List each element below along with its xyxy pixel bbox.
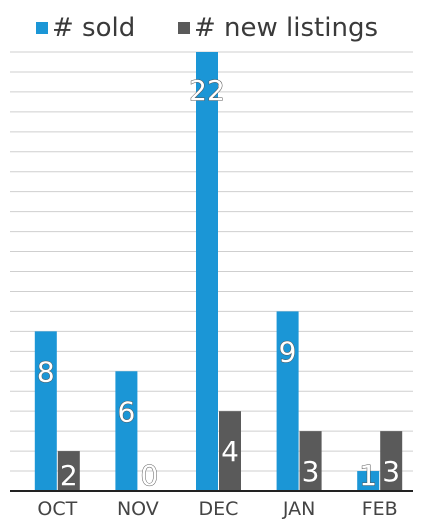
x-tick-label-feb: FEB [362,498,398,520]
x-tick-label-dec: DEC [199,498,239,520]
x-tick-label-nov: NOV [117,498,159,520]
legend: # sold # new listings [36,13,378,43]
data-label-sold-dec: 22 [189,74,225,107]
legend-swatch-new-listings [178,22,190,34]
bar-sold-dec [196,52,218,491]
x-tick-label-jan: JAN [282,498,315,520]
bar-sold-oct [34,331,57,491]
bar-new-listings-feb [380,431,403,491]
data-label-new-listings-dec: 4 [221,435,239,468]
data-label-new-listings-nov: 0 [140,459,158,492]
legend-swatch-sold [36,22,48,34]
bar-sold-nov [115,371,138,491]
x-tick-label-oct: OCT [37,498,77,520]
bar-new-listings-jan [299,431,322,491]
bar-new-listings-dec [219,411,241,491]
bar-sold-feb [357,471,380,491]
data-label-sold-nov: 6 [117,395,135,428]
bars [34,52,403,491]
data-label-new-listings-oct: 2 [60,459,78,492]
data-label-sold-oct: 8 [37,355,55,388]
data-label-sold-jan: 9 [279,335,297,368]
bar-new-listings-oct [57,451,80,491]
data-label-new-listings-feb: 3 [382,455,400,488]
legend-label-new-listings: # new listings [194,13,378,43]
bar-sold-jan [276,311,299,491]
x-axis-ticks: OCT NOV DEC JAN FEB [37,498,397,520]
data-label-new-listings-jan: 3 [302,455,320,488]
data-label-sold-feb: 1 [359,459,377,492]
legend-label-sold: # sold [52,13,135,43]
